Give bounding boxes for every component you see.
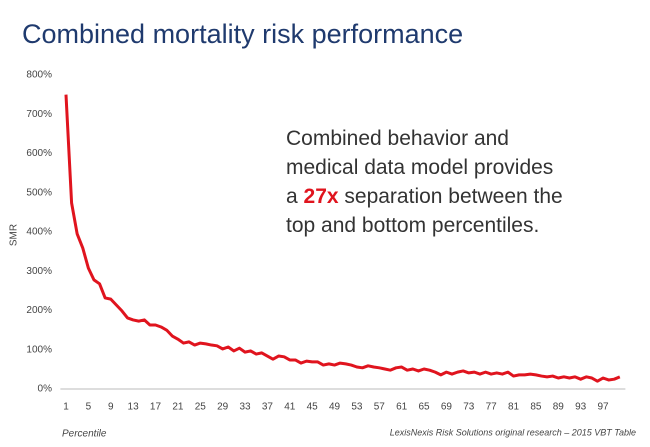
annotation-line: medical data model provides: [286, 156, 554, 179]
x-tick-label: 93: [575, 402, 587, 413]
x-tick-label: 29: [217, 402, 229, 413]
annotation-line: a 27x separation between the: [286, 182, 563, 211]
x-tick-label: 85: [530, 402, 542, 413]
x-tick-label: 13: [128, 402, 140, 413]
data-line: [64, 94, 621, 383]
x-tick-label: 41: [284, 402, 296, 413]
annotation-line: Combined behavior and: [286, 127, 509, 150]
x-tick-label: 25: [195, 402, 207, 413]
x-tick-label: 65: [418, 402, 430, 413]
x-tick-label: 53: [351, 402, 363, 413]
x-tick-label: 9: [108, 402, 114, 413]
y-tick-label: 700%: [26, 109, 52, 120]
x-tick-label: 1: [63, 402, 69, 413]
y-tick-label: 400%: [26, 227, 52, 238]
x-tick-label: 89: [553, 402, 565, 413]
x-tick-label: 61: [396, 402, 408, 413]
annotation: Combined behavior and medical data model…: [286, 124, 563, 240]
x-tick-label: 37: [262, 402, 274, 413]
x-tick-label: 49: [329, 402, 341, 413]
y-tick-label: 0%: [38, 384, 53, 395]
x-tick-label: 21: [172, 402, 184, 413]
x-tick-label: 81: [508, 402, 520, 413]
source-note: LexisNexis Risk Solutions original resea…: [390, 427, 636, 437]
annotation-text: a: [286, 185, 304, 208]
y-tick-label: 800%: [26, 70, 52, 81]
x-tick-label: 69: [441, 402, 453, 413]
x-tick-label: 97: [597, 402, 609, 413]
y-tick-label: 300%: [26, 266, 52, 277]
y-tick-label: 500%: [26, 187, 52, 198]
y-tick-label: 200%: [26, 305, 52, 316]
annotation-line: top and bottom percentiles.: [286, 214, 540, 237]
annotation-highlight: 27x: [303, 185, 339, 208]
x-tick-label: 33: [239, 402, 251, 413]
y-axis-label: SMR: [9, 224, 20, 246]
annotation-text: separation between the: [338, 185, 563, 208]
x-tick-label: 57: [374, 402, 386, 413]
y-tick-label: 600%: [26, 148, 52, 159]
x-tick-label: 45: [307, 402, 319, 413]
chart-title: Combined mortality risk performance: [22, 19, 463, 49]
x-tick-label: 77: [486, 402, 498, 413]
x-tick-label: 73: [463, 402, 475, 413]
x-tick-label: 5: [86, 402, 92, 413]
x-axis-label: Percentile: [62, 429, 107, 440]
y-tick-label: 100%: [26, 344, 52, 355]
x-tick-label: 17: [150, 402, 162, 413]
